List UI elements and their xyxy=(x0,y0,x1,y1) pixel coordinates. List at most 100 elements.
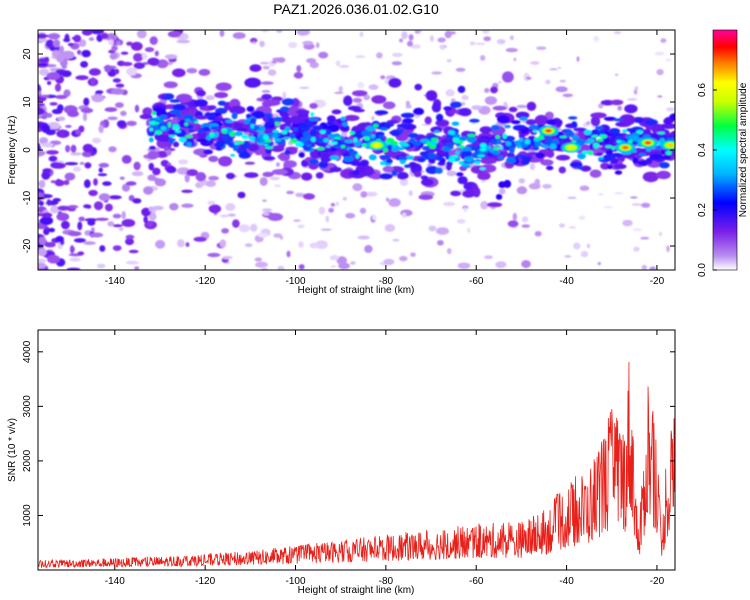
spectrogram-blob xyxy=(568,116,578,120)
spectrogram-blob xyxy=(41,123,51,133)
spectrogram-blob xyxy=(59,129,65,138)
spectrogram-blob xyxy=(443,106,453,111)
spectrogram-blob xyxy=(38,121,45,125)
spectrogram-blob xyxy=(380,75,386,80)
spectrogram-blob xyxy=(259,61,270,65)
spectrogram-blob xyxy=(498,146,504,150)
spectrogram-blob xyxy=(430,35,434,42)
spectrogram-blob xyxy=(534,178,541,185)
spectrogram-blob xyxy=(365,125,376,132)
spectrogram-blob xyxy=(181,189,193,193)
spectrogram-blob xyxy=(330,202,336,207)
spectrogram-blob xyxy=(73,34,82,43)
spectrogram-blob xyxy=(81,49,91,58)
spectrogram-blob xyxy=(340,116,346,121)
spectrogram-blob xyxy=(46,112,53,118)
spectrogram-blob xyxy=(318,51,329,59)
x-tick-label: -80 xyxy=(379,576,394,587)
spectrogram-blob xyxy=(67,42,74,47)
spectrogram-blob xyxy=(355,153,360,159)
spectrogram-blob xyxy=(45,39,55,49)
spectrogram-blob xyxy=(462,205,469,210)
spectrogram-blob xyxy=(446,170,457,177)
spectrogram-blob xyxy=(98,193,111,202)
y-tick-label: 10 xyxy=(22,96,33,108)
spectrogram-blob xyxy=(112,213,122,219)
spectrogram-blob xyxy=(492,150,501,155)
spectrogram-blob xyxy=(208,175,220,181)
spectrogram-blob xyxy=(274,184,281,188)
spectrogram-blob xyxy=(440,44,445,51)
spectrogram-blob xyxy=(281,98,295,106)
spectrogram-blob xyxy=(69,152,83,156)
spectrogram-blob xyxy=(342,122,348,127)
spectrogram-blob xyxy=(404,164,411,168)
spectrogram-blob xyxy=(308,158,319,165)
y-tick-label: 4000 xyxy=(22,340,33,363)
spectrogram-blob xyxy=(72,166,82,172)
spectrogram-blob xyxy=(260,81,274,85)
spectrogram-blob xyxy=(431,102,441,113)
spectrogram-blob xyxy=(396,171,409,180)
spectrogram-blob xyxy=(134,266,140,270)
spectrogram-blob xyxy=(224,138,232,146)
spectrogram-blob xyxy=(662,155,671,161)
spectrogram-blob xyxy=(343,156,354,162)
spectrogram-blob xyxy=(622,146,628,149)
spectrogram-blob xyxy=(349,131,356,135)
spectrogram-blob xyxy=(143,216,148,224)
spectrogram-blob xyxy=(232,219,240,228)
spectrogram-blob xyxy=(498,188,506,195)
x-tick-label: -60 xyxy=(469,276,484,287)
spectrogram-blob xyxy=(360,191,368,198)
spectrogram-blob xyxy=(172,103,186,111)
spectrogram-blob xyxy=(57,104,64,112)
spectrogram-blob xyxy=(515,154,526,158)
spectrogram-blob xyxy=(578,215,586,220)
spectrogram-blob xyxy=(88,37,95,41)
spectrogram-blob xyxy=(558,166,566,174)
spectrogram-blob xyxy=(144,47,155,53)
spectrogram-blob xyxy=(636,130,644,134)
spectrogram-blob xyxy=(293,219,301,222)
spectrogram-blob xyxy=(528,124,539,130)
spectrogram-blob xyxy=(90,232,104,238)
spectrogram-blob xyxy=(167,122,172,128)
y-tick-label: 2000 xyxy=(22,449,33,472)
spectrogram-blob xyxy=(118,227,124,232)
colorbar-tick-label: 0.2 xyxy=(697,203,708,217)
spectrogram-blob xyxy=(54,179,65,187)
spectrogram-blob xyxy=(218,156,233,167)
spectrogram-blob xyxy=(93,178,98,186)
spectrogram-blob xyxy=(225,172,236,180)
y-tick-label: 20 xyxy=(22,48,33,60)
spectrogram-blob xyxy=(232,145,239,152)
spectrogram-blob xyxy=(234,131,244,137)
spectrogram-blob xyxy=(38,258,47,264)
spectrogram-blob xyxy=(374,143,380,147)
spectrogram-blob xyxy=(361,143,369,148)
spectrogram-blob xyxy=(445,134,454,140)
spectrogram-blob xyxy=(133,161,141,171)
spectrogram-blob xyxy=(374,110,389,115)
spectrogram-blob xyxy=(479,126,493,134)
spectrogram-blob xyxy=(589,169,602,178)
spectrogram-blob xyxy=(457,262,471,269)
spectrogram-blob xyxy=(125,238,134,246)
spectrogram-blob xyxy=(120,110,127,117)
spectrogram-blob xyxy=(297,224,305,229)
spectrogram-blob xyxy=(114,68,120,75)
spectrogram-blob xyxy=(133,53,143,62)
spectrogram-blob xyxy=(131,171,144,177)
spectrogram-blob xyxy=(263,156,276,161)
spectrogram-blob xyxy=(385,159,393,164)
spectrogram-blob xyxy=(306,58,317,64)
spectrogram-blob xyxy=(496,139,502,145)
spectrogram-blob xyxy=(613,118,624,122)
spectrogram-blob xyxy=(649,153,664,160)
spectrogram-blob xyxy=(38,236,47,245)
spectrogram-blob xyxy=(249,64,262,72)
x-tick-label: -60 xyxy=(469,576,484,587)
spectrogram-blob xyxy=(261,93,273,100)
